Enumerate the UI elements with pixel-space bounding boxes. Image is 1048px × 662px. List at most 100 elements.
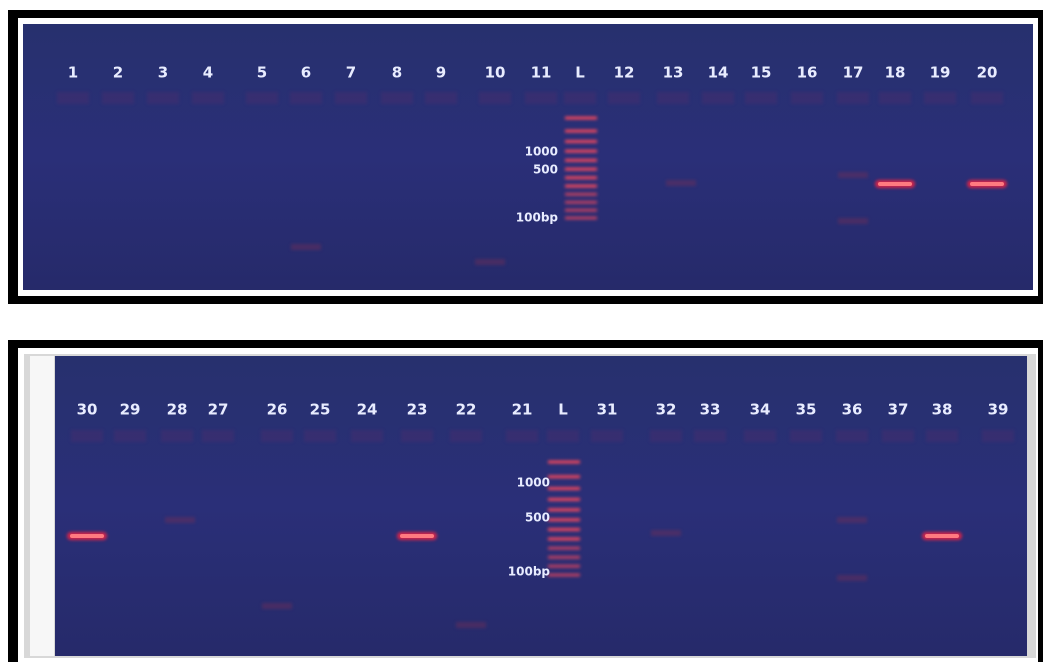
band	[878, 182, 912, 186]
lane-label: L	[558, 401, 568, 419]
lane-label: 27	[208, 401, 229, 419]
lane-label: 31	[597, 401, 618, 419]
lane-label: 18	[885, 64, 906, 82]
lane-label: 19	[930, 64, 951, 82]
ladder-band	[548, 528, 580, 531]
well	[147, 92, 179, 104]
well	[351, 430, 383, 442]
well	[479, 92, 511, 104]
well	[261, 430, 293, 442]
smear	[838, 218, 868, 224]
lane-label: 8	[392, 64, 402, 82]
ladder-band	[548, 498, 580, 501]
well	[926, 430, 958, 442]
ladder-band	[565, 159, 597, 162]
well	[836, 430, 868, 442]
lane-label: 26	[267, 401, 288, 419]
ladder-band	[548, 556, 580, 559]
ladder-band	[565, 176, 597, 179]
well	[694, 430, 726, 442]
ladder-label: 1000	[525, 145, 558, 159]
smear	[165, 517, 195, 523]
lane-label: 2	[113, 64, 123, 82]
lane-label: 1	[68, 64, 78, 82]
smear	[838, 172, 868, 178]
well	[837, 92, 869, 104]
well	[71, 430, 103, 442]
well	[57, 92, 89, 104]
lane-label: 3	[158, 64, 168, 82]
ladder-label: 100bp	[508, 565, 551, 579]
ladder-label: 500	[525, 511, 550, 525]
lane-label: 11	[531, 64, 552, 82]
lane-label: 29	[120, 401, 141, 419]
well	[102, 92, 134, 104]
ladder-band	[548, 537, 580, 540]
smear	[666, 180, 696, 186]
lane-label: 24	[357, 401, 378, 419]
well	[450, 430, 482, 442]
well	[161, 430, 193, 442]
lane-label: 38	[932, 401, 953, 419]
lane-label: 17	[843, 64, 864, 82]
lane-label: 15	[751, 64, 772, 82]
lane-label: 35	[796, 401, 817, 419]
well	[202, 430, 234, 442]
white-strip	[30, 356, 54, 656]
well	[290, 92, 322, 104]
well	[381, 92, 413, 104]
ladder-band	[548, 518, 580, 521]
lane-label: 39	[988, 401, 1009, 419]
ladder-band	[565, 117, 597, 120]
ladder-band	[565, 217, 597, 220]
well	[114, 430, 146, 442]
figure: 1234567891011L12131415161718192010005001…	[0, 0, 1048, 662]
smear	[456, 622, 486, 628]
well	[650, 430, 682, 442]
ladder-band	[565, 209, 597, 212]
well	[702, 92, 734, 104]
page: {"gels": [ {"lanes": ["1","2","3","4","5…	[0, 0, 1048, 662]
well	[924, 92, 956, 104]
lane-label: 23	[407, 401, 428, 419]
well	[506, 430, 538, 442]
well	[525, 92, 557, 104]
lane-label: 30	[77, 401, 98, 419]
ladder-band	[565, 201, 597, 204]
well	[790, 430, 822, 442]
band	[400, 534, 434, 538]
well	[246, 92, 278, 104]
smear	[837, 517, 867, 523]
lane-label: 32	[656, 401, 677, 419]
ladder-band	[548, 565, 580, 568]
ladder-band	[565, 185, 597, 188]
ladder-band	[548, 487, 580, 490]
well	[547, 430, 579, 442]
lane-label: 14	[708, 64, 729, 82]
well	[564, 92, 596, 104]
ladder-band	[548, 547, 580, 550]
well	[744, 430, 776, 442]
well	[425, 92, 457, 104]
band	[70, 534, 104, 538]
smear	[837, 575, 867, 581]
ladder-label: 500	[533, 163, 558, 177]
smear	[651, 530, 681, 536]
well	[657, 92, 689, 104]
well	[745, 92, 777, 104]
lane-label: 25	[310, 401, 331, 419]
well	[982, 430, 1014, 442]
ladder-band	[548, 461, 580, 464]
lane-label: 13	[663, 64, 684, 82]
well	[401, 430, 433, 442]
lane-label: 22	[456, 401, 477, 419]
lane-label: 20	[977, 64, 998, 82]
smear	[475, 259, 505, 265]
lane-label: 21	[512, 401, 533, 419]
lane-label: 12	[614, 64, 635, 82]
well	[791, 92, 823, 104]
well	[591, 430, 623, 442]
ladder-band	[565, 150, 597, 153]
ladder-band	[565, 130, 597, 133]
lane-label: 16	[797, 64, 818, 82]
